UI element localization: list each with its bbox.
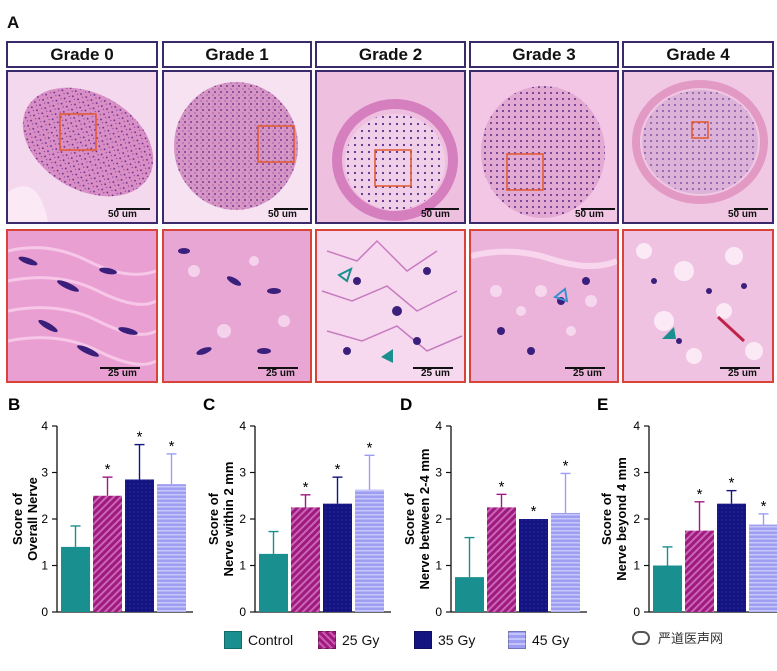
significance-star: *: [761, 498, 767, 515]
grade-2-header: Grade 2: [315, 41, 466, 68]
watermark: 严道医声网: [632, 628, 723, 647]
significance-star: *: [729, 475, 735, 492]
grade-0-detail-image: 25 um: [6, 229, 158, 383]
y-tick-label: 1: [41, 559, 48, 573]
y-tick-label: 4: [435, 419, 442, 433]
legend-control: Control: [224, 631, 293, 649]
bar-control: [61, 546, 90, 612]
y-tick-label: 1: [239, 559, 246, 573]
grade-4-detail-image: 25 um: [622, 229, 774, 383]
grade-1-header: Grade 1: [162, 41, 312, 68]
grade-1-overview-image: 50 um: [162, 70, 312, 224]
scale-label: 50 um: [108, 209, 137, 220]
significance-star: *: [169, 438, 175, 455]
bar-35-gy: [125, 479, 154, 612]
y-axis-label: Score ofNerve within 2 mm: [206, 462, 236, 577]
scale-label: 25 um: [421, 368, 450, 379]
y-axis-label: Score ofNerve between 2-4 mm: [402, 449, 432, 590]
grade-0-header: Grade 0: [6, 41, 158, 68]
bar-45-gy: [551, 512, 580, 612]
bar-35-gy: [323, 503, 352, 612]
legend-25gy: 25 Gy: [318, 631, 379, 649]
significance-star: *: [531, 503, 537, 520]
chart-panel-b: B Score ofOverall Nerve 0 1 2 3 4 * * *: [8, 395, 193, 619]
y-tick-label: 0: [435, 605, 442, 619]
chart-panel-d: D Score ofNerve between 2-4 mm 0 1 2 3 4 * * *: [400, 395, 587, 619]
grade-2-overview-image: 50 um: [315, 70, 466, 224]
legend-45gy: 45 Gy: [508, 631, 569, 649]
y-tick-label: 2: [41, 512, 48, 526]
significance-star: *: [105, 461, 111, 478]
y-tick-label: 2: [435, 512, 442, 526]
scale-label: 25 um: [573, 368, 602, 379]
panel-letter: C: [203, 395, 215, 414]
y-tick-label: 3: [435, 466, 442, 480]
scale-label: 25 um: [728, 368, 757, 379]
y-tick-label: 4: [239, 419, 246, 433]
scale-label: 50 um: [728, 209, 757, 220]
y-axis-label: Score ofNerve beyond 4 mm: [599, 457, 629, 581]
grade-4-header: Grade 4: [622, 41, 774, 68]
bar-25-gy: [291, 507, 320, 612]
y-tick-label: 4: [41, 419, 48, 433]
y-tick-label: 3: [41, 466, 48, 480]
significance-star: *: [697, 486, 703, 503]
grade-3-overview-image: 50 um: [469, 70, 619, 224]
y-tick-label: 2: [239, 512, 246, 526]
significance-star: *: [499, 478, 505, 495]
significance-star: *: [367, 439, 373, 456]
grade-0-overview-image: 50 um: [6, 70, 158, 224]
bar-35-gy: [519, 519, 548, 612]
y-tick-label: 1: [435, 559, 442, 573]
bar-45-gy: [157, 484, 186, 612]
y-tick-label: 0: [239, 605, 246, 619]
legend-swatch-control: [224, 631, 242, 649]
bar-control: [455, 577, 484, 612]
significance-star: *: [563, 457, 569, 474]
bar-45-gy: [749, 524, 777, 612]
grade-4-overview-image: 50 um: [622, 70, 774, 224]
y-tick-label: 4: [633, 419, 640, 433]
significance-star: *: [303, 479, 309, 496]
legend-swatch-35gy: [414, 631, 432, 649]
bar-charts: B Score ofOverall Nerve 0 1 2 3 4 * * * C Score ofN…: [8, 395, 777, 619]
grade-3-header: Grade 3: [469, 41, 619, 68]
significance-star: *: [335, 461, 341, 478]
panel-letter: E: [597, 395, 608, 414]
y-tick-label: 1: [633, 559, 640, 573]
scale-label: 25 um: [108, 368, 137, 379]
y-tick-label: 3: [239, 466, 246, 480]
y-tick-label: 3: [633, 466, 640, 480]
chart-panel-c: C Score ofNerve within 2 mm 0 1 2 3 4 * * *: [203, 395, 391, 619]
panel-letter: D: [400, 395, 412, 414]
scale-label: 50 um: [575, 209, 604, 220]
grade-3-detail-image: 25 um: [469, 229, 619, 383]
grade-2-detail-image: 25 um: [315, 229, 466, 383]
bar-25-gy: [685, 530, 714, 612]
panel-a-letter: A: [7, 13, 20, 32]
bar-45-gy: [355, 489, 384, 612]
y-tick-label: 2: [633, 512, 640, 526]
scale-label: 25 um: [266, 368, 295, 379]
y-axis-label: Score ofOverall Nerve: [10, 477, 40, 561]
grade-1-detail-image: 25 um: [162, 229, 312, 383]
bar-35-gy: [717, 503, 746, 612]
bar-control: [653, 565, 682, 612]
bar-control: [259, 553, 288, 612]
bar-25-gy: [487, 507, 516, 612]
y-tick-label: 0: [633, 605, 640, 619]
legend-swatch-45gy: [508, 631, 526, 649]
significance-star: *: [137, 429, 143, 446]
y-tick-label: 0: [41, 605, 48, 619]
panel-letter: B: [8, 395, 20, 414]
wechat-icon: [632, 630, 650, 645]
legend-swatch-25gy: [318, 631, 336, 649]
scale-label: 50 um: [268, 209, 297, 220]
scale-label: 50 um: [421, 209, 450, 220]
legend-35gy: 35 Gy: [414, 631, 475, 649]
bar-25-gy: [93, 495, 122, 612]
chart-panel-e: E Score ofNerve beyond 4 mm 0 1 2 3 4 * * *: [597, 395, 777, 619]
